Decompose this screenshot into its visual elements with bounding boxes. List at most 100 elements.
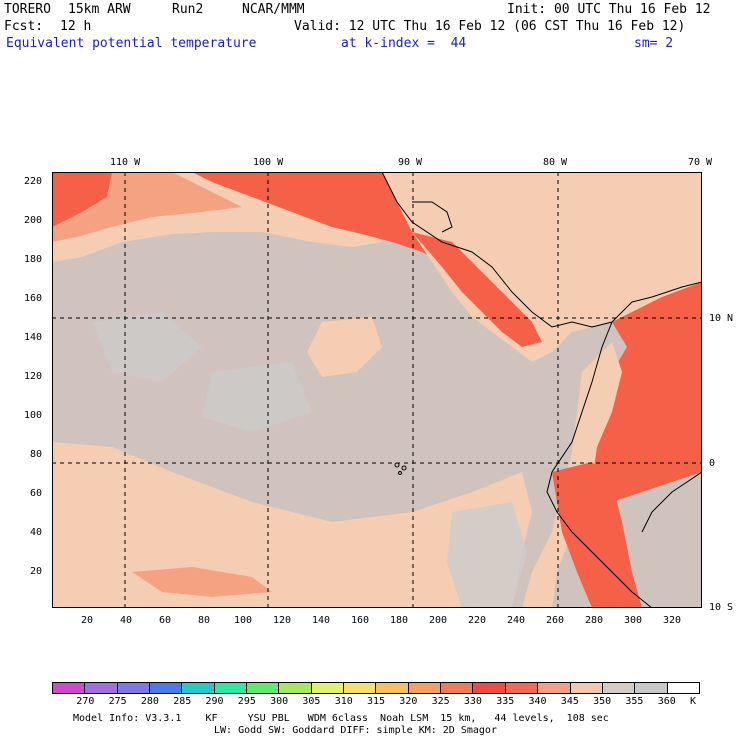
colorbar-label: 320 [399, 696, 418, 707]
colorbar-label: 340 [528, 696, 547, 707]
valid-time: Valid: 12 UTC Thu 16 Feb 12 (06 CST Thu … [294, 19, 686, 34]
colorbar-swatch [376, 683, 409, 693]
colorbar-label: 335 [496, 696, 515, 707]
colorbar-label: 345 [560, 696, 579, 707]
lon-label-90w: 90 W [398, 157, 423, 168]
run-label: Run2 [172, 2, 204, 17]
gray-patch-south [447, 502, 527, 608]
model-info: Model Info: V3.3.1 KF YSU PBL WDM 6class… [73, 713, 609, 724]
lon-label-110w: 110 W [110, 157, 141, 168]
colorbar-label: 295 [237, 696, 256, 707]
colorbar-swatch [53, 683, 86, 693]
lat-label-0: 0 [709, 458, 716, 469]
colorbar-label: 355 [625, 696, 644, 707]
colorbar-swatch [538, 683, 571, 693]
y-tick-200: 200 [24, 215, 43, 226]
forecast-label: Fcst: [4, 19, 44, 34]
pacific-peach-patch [307, 317, 382, 377]
northwest-red-corner [52, 172, 112, 227]
colombia-venezuela-red [582, 282, 702, 502]
map-border [52, 172, 702, 608]
colorbar-swatch [635, 683, 668, 693]
y-tick-100: 100 [24, 410, 43, 421]
model-name: TORERO [4, 2, 51, 17]
lon-lat-grid [52, 172, 702, 608]
colorbar-swatch [85, 683, 118, 693]
colorbar-swatch [570, 683, 603, 693]
colorbar-label: 305 [302, 696, 321, 707]
x-tick-100: 100 [234, 615, 253, 626]
colorbar-swatch [667, 683, 699, 693]
colorbar-swatch [247, 683, 280, 693]
field-name: Equivalent potential temperature [6, 36, 257, 51]
lon-label-80w: 80 W [543, 157, 568, 168]
colorbar-swatch [214, 683, 248, 693]
x-tick-20: 20 [81, 615, 94, 626]
colorbar-label: 350 [593, 696, 612, 707]
x-tick-60: 60 [159, 615, 172, 626]
gray-patch-central [202, 362, 312, 432]
lat-label-10s: 10 S [709, 602, 734, 613]
x-tick-320: 320 [663, 615, 682, 626]
x-tick-40: 40 [120, 615, 133, 626]
forecast-value: 12 h [60, 19, 92, 34]
colorbar-swatch [473, 683, 506, 693]
lon-label-100w: 100 W [253, 157, 284, 168]
colorbar-label: 360 [657, 696, 676, 707]
colorbar-label: K [690, 696, 697, 707]
southern-peach-band [52, 442, 532, 608]
southern-salmon-streak [132, 567, 272, 597]
init-time: Init: 00 UTC Thu 16 Feb 12 [507, 2, 711, 17]
model-resolution: 15km ARW [68, 2, 131, 17]
peru-red [552, 462, 642, 608]
colorbar-label: 315 [367, 696, 386, 707]
coastlines [381, 172, 702, 608]
org-label: NCAR/MMM [242, 2, 305, 17]
colorbar-swatch [279, 683, 312, 693]
x-tick-280: 280 [585, 615, 604, 626]
physics-info: LW: Godd SW: Goddard DIFF: simple KM: 2D… [214, 725, 497, 736]
colorbar-label: 275 [108, 696, 127, 707]
x-tick-300: 300 [624, 615, 643, 626]
colorbar-swatch [344, 683, 377, 693]
x-tick-160: 160 [351, 615, 370, 626]
x-tick-120: 120 [273, 615, 292, 626]
colorbar-label: 285 [173, 696, 192, 707]
smoothing-label: sm= 2 [634, 36, 674, 51]
lon-label-70w: 70 W [688, 157, 713, 168]
colorbar-swatch [408, 683, 442, 693]
y-tick-80: 80 [30, 449, 43, 460]
x-tick-140: 140 [312, 615, 331, 626]
colorbar-label: 325 [431, 696, 450, 707]
level-label: at k-index = 44 [341, 36, 467, 51]
colorbar-label: 310 [334, 696, 353, 707]
colorbar-label: 300 [270, 696, 289, 707]
colorbar-label: 290 [205, 696, 224, 707]
gray-patch-west [92, 312, 202, 382]
y-tick-160: 160 [24, 293, 43, 304]
colorbar [52, 682, 700, 694]
x-tick-240: 240 [507, 615, 526, 626]
colorbar-swatch [117, 683, 151, 693]
central-america-peach [382, 172, 702, 362]
theta-e-map [52, 172, 702, 608]
y-tick-220: 220 [24, 176, 43, 187]
y-tick-60: 60 [30, 488, 43, 499]
colorbar-label: 330 [463, 696, 482, 707]
x-tick-200: 200 [429, 615, 448, 626]
y-tick-40: 40 [30, 527, 43, 538]
y-tick-20: 20 [30, 566, 43, 577]
x-tick-180: 180 [390, 615, 409, 626]
x-tick-80: 80 [198, 615, 211, 626]
colorbar-label: 270 [76, 696, 95, 707]
y-tick-180: 180 [24, 254, 43, 265]
x-tick-220: 220 [468, 615, 487, 626]
colorbar-swatch [505, 683, 539, 693]
colorbar-label: 280 [140, 696, 159, 707]
colorbar-swatch [150, 683, 183, 693]
lat-label-10n: 10 N [709, 313, 734, 324]
colorbar-swatch [602, 683, 636, 693]
colorbar-swatch [182, 683, 215, 693]
colorbar-swatch [311, 683, 345, 693]
x-tick-260: 260 [546, 615, 565, 626]
